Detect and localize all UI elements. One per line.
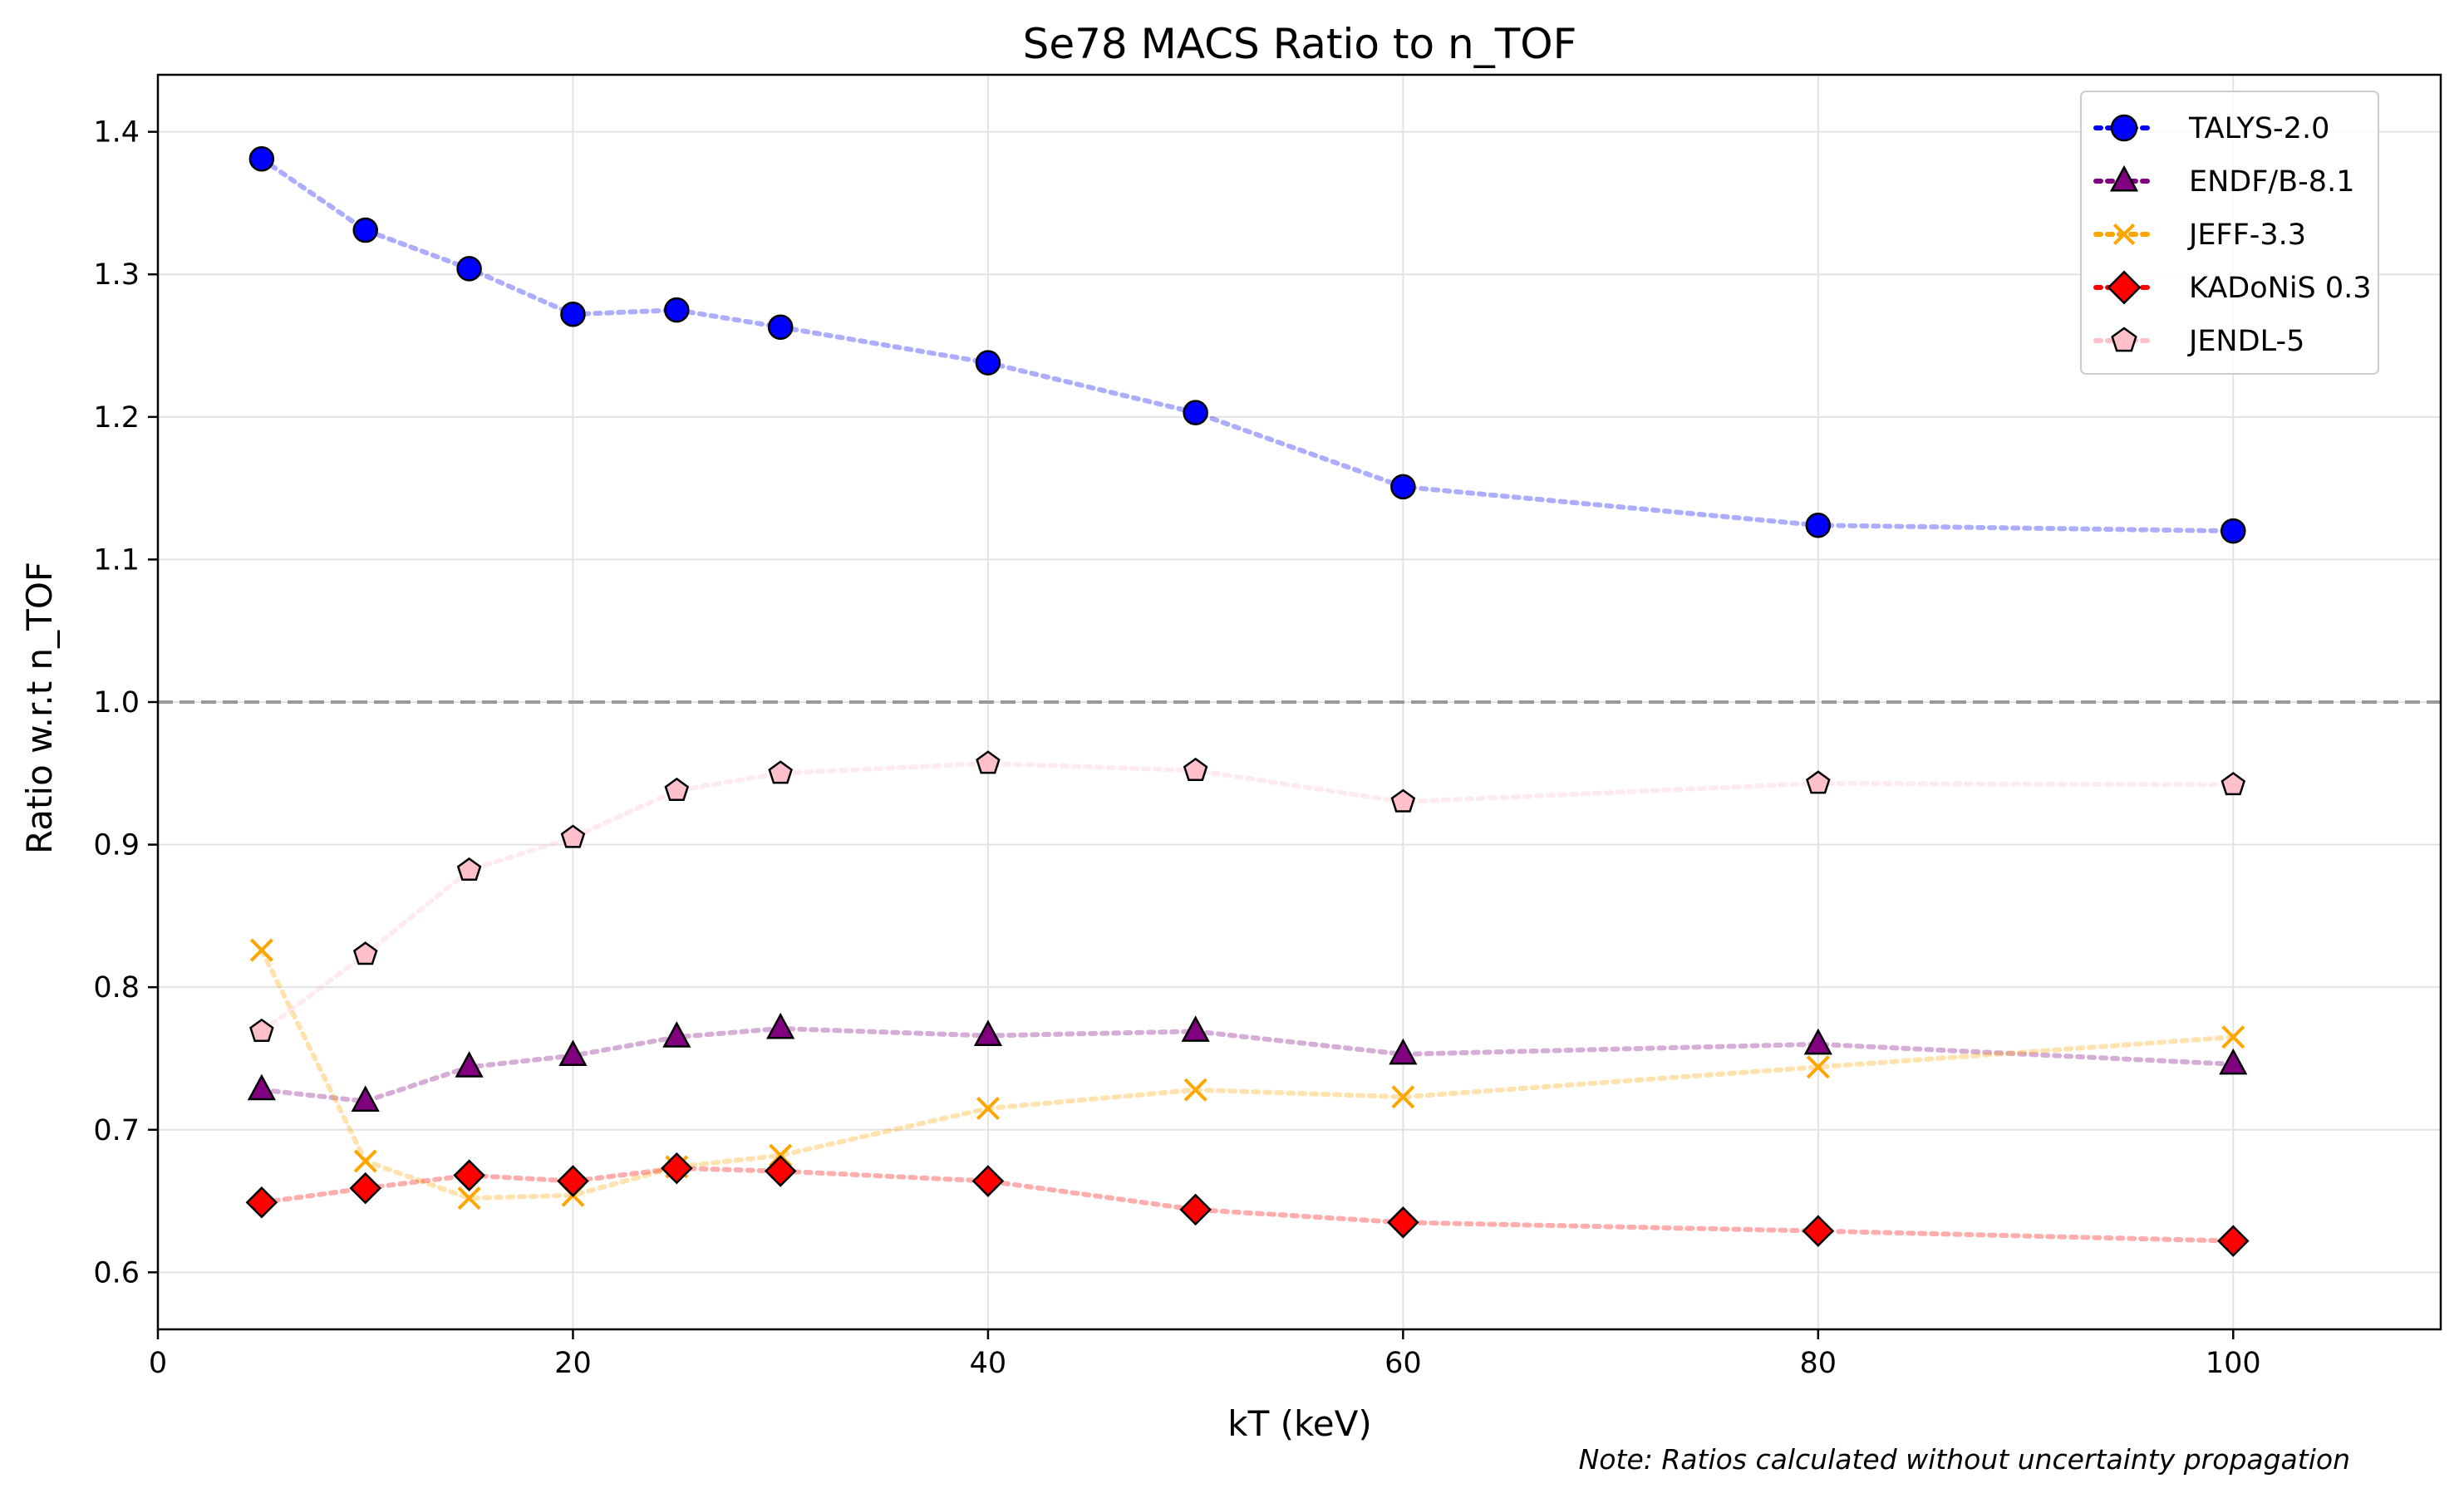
data-point-triangle (1803, 1028, 1832, 1055)
data-point-triangle (351, 1085, 380, 1112)
data-point-triangle (455, 1051, 484, 1078)
data-point-circle (456, 256, 482, 282)
data-point-circle (1183, 400, 1208, 425)
legend-box (2080, 91, 2379, 375)
data-point-triangle (2219, 1048, 2248, 1075)
y-tick-label: 0.6 (93, 1256, 140, 1289)
y-tick-label: 0.7 (93, 1114, 140, 1147)
legend-label: KADoNiS 0.3 (2189, 272, 2372, 305)
data-point-pentagon (664, 777, 690, 801)
y-tick-label: 1.0 (93, 686, 140, 720)
data-point-circle (664, 297, 690, 323)
data-point-diamond (557, 1165, 589, 1197)
data-point-diamond (1802, 1215, 1835, 1247)
data-point-circle (1390, 474, 1416, 500)
data-point-x (1391, 1085, 1415, 1109)
data-point-circle (560, 302, 586, 327)
legend-label: TALYS-2.0 (2188, 112, 2329, 145)
data-point-diamond (1387, 1206, 1419, 1239)
legend-label: ENDF/B-8.1 (2189, 165, 2354, 199)
data-point-triangle (2109, 165, 2139, 192)
y-tick-label: 1.3 (93, 258, 140, 292)
data-point-x (1806, 1055, 1830, 1079)
data-point-diamond (2107, 270, 2142, 305)
y-tick-label: 1.1 (93, 543, 140, 577)
data-point-pentagon (1183, 757, 1208, 781)
data-point-diamond (1179, 1193, 1212, 1226)
y-tick-label: 1.2 (93, 401, 140, 435)
data-point-pentagon (1806, 770, 1831, 794)
data-point-triangle (247, 1073, 276, 1101)
data-point-pentagon (352, 941, 378, 965)
x-tick-label: 0 (149, 1347, 167, 1380)
legend-label: JEFF-3.3 (2187, 219, 2306, 252)
data-point-circle (1805, 512, 1832, 538)
y-axis-label: Ratio w.r.t n_TOF (19, 562, 60, 854)
data-point-triangle (1389, 1038, 1418, 1065)
data-point-x (353, 1149, 377, 1173)
legend: TALYS-2.0 ENDF/B-8.1 JEFF-3.3 KADoNiS 0.3 JE… (2080, 91, 2379, 375)
series-markers (245, 145, 2250, 1257)
data-point-x (2112, 223, 2136, 246)
y-tick-label: 1.4 (93, 116, 140, 150)
data-point-diamond (453, 1159, 485, 1191)
data-point-diamond (2217, 1225, 2250, 1257)
x-tick-label: 40 (970, 1347, 1007, 1380)
data-point-circle (2110, 114, 2138, 142)
data-point-pentagon (1390, 788, 1416, 813)
x-tick-label: 20 (554, 1347, 592, 1380)
x-tick-label: 100 (2206, 1347, 2261, 1380)
x-tick-label: 60 (1384, 1347, 1422, 1380)
data-point-diamond (349, 1171, 381, 1205)
axes-ticks: 0 20 40 60 80 100 0.6 0.7 0.8 0.9 1.0 1.1 1.2 1.3 1.4 (93, 116, 2260, 1380)
data-point-diamond (764, 1155, 797, 1187)
data-point-diamond (661, 1152, 693, 1185)
data-point-x (976, 1097, 1000, 1121)
data-point-circle (975, 350, 1001, 376)
data-point-diamond (245, 1186, 278, 1219)
data-point-triangle (973, 1019, 1003, 1047)
data-point-pentagon (976, 750, 1001, 774)
data-point-circle (352, 217, 378, 243)
data-point-x (457, 1186, 481, 1211)
data-point-triangle (662, 1021, 691, 1048)
data-point-circle (767, 314, 794, 340)
data-point-triangle (766, 1012, 795, 1039)
data-point-pentagon (249, 1018, 274, 1042)
data-point-triangle (1181, 1015, 1210, 1042)
y-tick-label: 0.9 (93, 829, 140, 862)
series-line (258, 760, 2236, 1034)
x-axis-label: kT (keV) (1227, 1403, 1372, 1444)
legend-label: JENDL-5 (2187, 325, 2304, 358)
data-point-pentagon (456, 857, 482, 882)
x-tick-label: 80 (1800, 1347, 1837, 1380)
data-point-diamond (971, 1165, 1005, 1197)
data-point-pentagon (768, 760, 793, 784)
data-point-pentagon (560, 824, 586, 848)
data-point-triangle (558, 1039, 588, 1067)
data-point-pentagon (2111, 327, 2137, 352)
data-point-circle (248, 145, 275, 172)
y-tick-label: 0.8 (93, 971, 140, 1004)
data-point-x (249, 938, 273, 962)
data-point-x (1183, 1078, 1207, 1102)
data-point-circle (2221, 518, 2246, 544)
chart-title: Se78 MACS Ratio to n_TOF (1023, 20, 1577, 68)
data-point-x (2221, 1025, 2245, 1049)
data-point-pentagon (2221, 771, 2246, 796)
footnote-note: Note: Ratios calculated without uncertai… (1579, 1443, 2350, 1476)
